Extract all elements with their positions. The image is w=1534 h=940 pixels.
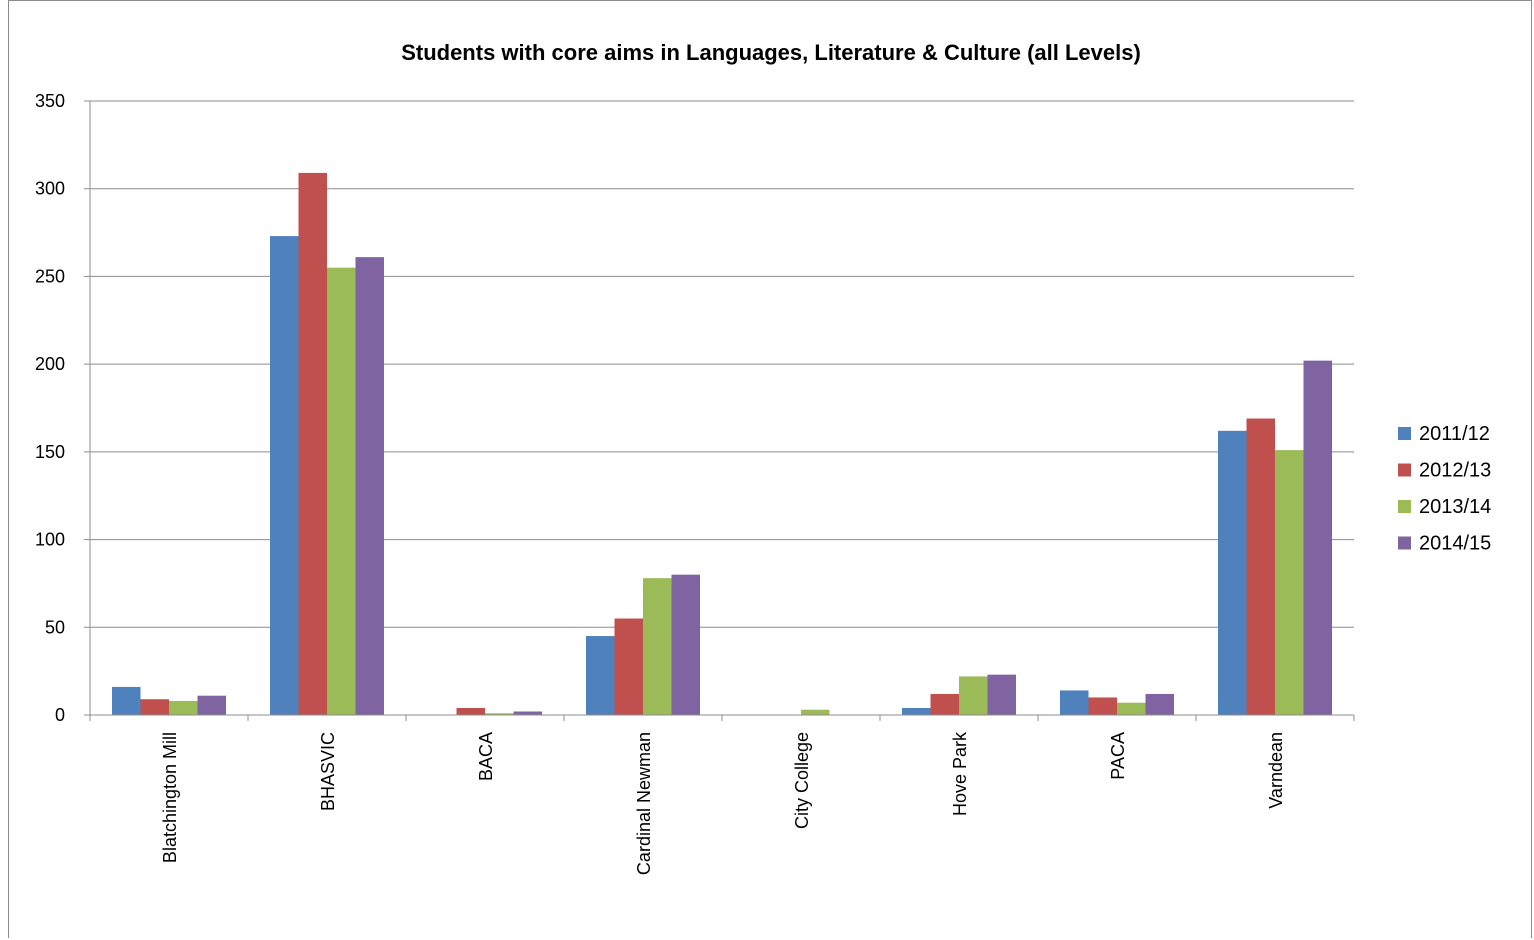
y-tick-label: 200 bbox=[35, 354, 65, 374]
axes bbox=[89, 101, 1355, 721]
bar bbox=[1117, 702, 1146, 715]
bar bbox=[643, 578, 672, 715]
bar bbox=[586, 636, 615, 715]
y-axis-ticks: 0 50 100 150 200 250 300 350 bbox=[35, 91, 90, 725]
legend-label: 2013/14 bbox=[1419, 496, 1491, 518]
bar bbox=[987, 674, 1016, 715]
bar bbox=[112, 686, 141, 715]
category-label: BHASVIC bbox=[318, 732, 338, 811]
bar bbox=[1060, 690, 1089, 715]
legend: 2011/12 2012/13 2013/14 2014/15 bbox=[1398, 423, 1491, 555]
bar bbox=[298, 172, 327, 715]
bar bbox=[197, 695, 226, 715]
legend-swatch bbox=[1398, 427, 1411, 440]
legend-swatch bbox=[1398, 500, 1411, 513]
chart-title: Students with core aims in Languages, Li… bbox=[401, 40, 1141, 65]
category-label: BACA bbox=[476, 732, 496, 781]
bar bbox=[930, 693, 959, 715]
category-label: Hove Park bbox=[950, 731, 970, 816]
bar bbox=[671, 574, 700, 715]
bar bbox=[327, 267, 356, 715]
y-tick-label: 50 bbox=[45, 617, 65, 637]
bar bbox=[140, 699, 169, 715]
category-label: PACA bbox=[1108, 732, 1128, 780]
legend-label: 2011/12 bbox=[1419, 423, 1490, 445]
legend-swatch bbox=[1398, 536, 1411, 550]
category-labels: Blatchington Mill BHASVIC BACA Cardinal New… bbox=[160, 731, 1286, 875]
legend-label: 2012/13 bbox=[1419, 460, 1491, 482]
chart-frame bbox=[8, 0, 1532, 938]
bar bbox=[959, 676, 988, 715]
bar bbox=[801, 709, 830, 715]
y-tick-label: 100 bbox=[35, 530, 65, 550]
y-tick-label: 250 bbox=[35, 266, 65, 286]
category-label: Blatchington Mill bbox=[160, 732, 180, 863]
bar bbox=[1275, 450, 1304, 715]
bar bbox=[355, 257, 384, 715]
category-label: City College bbox=[792, 732, 812, 829]
legend-label: 2014/15 bbox=[1419, 533, 1491, 555]
bar bbox=[456, 707, 485, 715]
bar bbox=[169, 700, 198, 715]
bar bbox=[513, 711, 542, 715]
category-label: Varndean bbox=[1266, 732, 1286, 809]
bar bbox=[1246, 418, 1275, 715]
y-tick-label: 150 bbox=[35, 442, 65, 462]
category-label: Cardinal Newman bbox=[634, 732, 654, 875]
bar bbox=[1088, 697, 1117, 715]
bar bbox=[1145, 693, 1174, 715]
bar bbox=[485, 713, 514, 715]
y-tick-label: 300 bbox=[35, 179, 65, 199]
bar bbox=[1218, 430, 1247, 715]
bar bbox=[270, 236, 299, 715]
bar bbox=[1303, 360, 1332, 715]
y-tick-label: 350 bbox=[35, 91, 65, 111]
y-tick-label: 0 bbox=[55, 705, 65, 725]
bar bbox=[614, 618, 643, 715]
bar bbox=[902, 707, 931, 715]
legend-swatch bbox=[1398, 463, 1411, 477]
bars bbox=[112, 172, 1332, 715]
